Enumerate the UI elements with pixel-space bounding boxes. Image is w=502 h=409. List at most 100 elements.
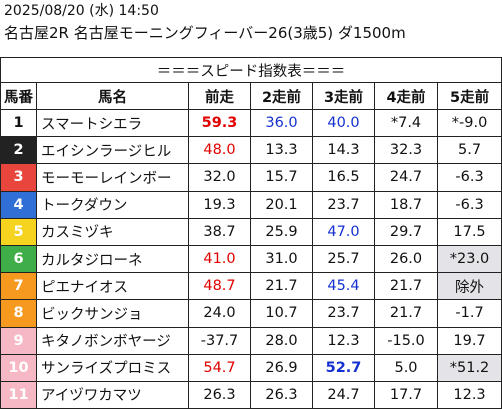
speed-index-cell: 5.7 xyxy=(436,136,502,165)
horse-number: 10 xyxy=(0,353,37,382)
speed-index-cell: 54.7 xyxy=(188,353,251,382)
table-row: 10 サンライズプロミス 54.7 26.9 52.7 5.0 *51.2 xyxy=(0,353,502,382)
speed-index-cell: 10.7 xyxy=(250,299,313,328)
table-row: 7 ピエナイオス 48.7 21.7 45.4 21.7 除外 xyxy=(0,272,502,301)
speed-index-cell: 5.0 xyxy=(374,353,438,382)
speed-index-cell: 18.7 xyxy=(374,190,438,219)
speed-index-cell: 48.0 xyxy=(188,136,251,165)
column-header: 馬名 xyxy=(36,82,189,110)
table-row: 11 アイヅワカマツ 26.3 26.3 24.7 17.7 12.3 xyxy=(0,380,502,409)
horse-name: キタノボンボヤージ xyxy=(36,326,189,355)
speed-index-cell: *-9.0 xyxy=(436,108,502,138)
speed-index-cell: 19.3 xyxy=(188,190,251,219)
speed-index-cell: 32.0 xyxy=(188,163,251,192)
speed-index-cell: 41.0 xyxy=(188,244,251,274)
speed-index-cell: 47.0 xyxy=(312,217,375,246)
horse-name: サンライズプロミス xyxy=(36,353,189,382)
horse-number: 9 xyxy=(0,326,37,355)
speed-index-cell: -37.7 xyxy=(188,326,251,355)
speed-index-cell: 16.5 xyxy=(312,163,375,192)
horse-number: 7 xyxy=(0,272,37,301)
horse-name: カスミヅキ xyxy=(36,217,189,246)
speed-index-cell: 除外 xyxy=(436,272,502,301)
speed-index-cell: 20.1 xyxy=(250,190,313,219)
speed-index-cell: 59.3 xyxy=(188,108,251,138)
horse-number: 6 xyxy=(0,244,37,274)
speed-index-cell: 31.0 xyxy=(250,244,313,274)
speed-index-cell: -6.3 xyxy=(436,163,502,192)
speed-index-cell: 26.3 xyxy=(188,380,251,409)
table-row: 5 カスミヅキ 38.7 25.9 47.0 29.7 17.5 xyxy=(0,217,502,246)
speed-index-cell: 38.7 xyxy=(188,217,251,246)
speed-index-cell: 32.3 xyxy=(374,136,438,165)
table-row: 8 ビックサンジョ 24.0 10.7 23.7 21.7 -1.7 xyxy=(0,299,502,328)
horse-number: 2 xyxy=(0,136,37,165)
speed-index-cell: 40.0 xyxy=(312,108,375,138)
speed-index-cell: 26.9 xyxy=(250,353,313,382)
speed-index-cell: 29.7 xyxy=(374,217,438,246)
horse-name: スマートシエラ xyxy=(36,108,189,138)
horse-number: 3 xyxy=(0,163,37,192)
horse-number: 11 xyxy=(0,380,37,409)
speed-index-cell: 14.3 xyxy=(312,136,375,165)
column-header: 3走前 xyxy=(312,82,375,110)
speed-index-table: ＝＝＝スピード指数表＝＝＝ 馬番 馬名 前走 2走前 3走前 4走前 5走前 1… xyxy=(0,57,502,409)
table-row: 6 カルタジローネ 41.0 31.0 25.7 26.0 *23.0 xyxy=(0,244,502,274)
table-row: 9 キタノボンボヤージ -37.7 28.0 12.3 -15.0 19.7 xyxy=(0,326,502,355)
column-header: 2走前 xyxy=(250,82,313,110)
speed-index-cell: 19.7 xyxy=(436,326,502,355)
speed-index-cell: *23.0 xyxy=(436,244,502,274)
speed-index-cell: 24.7 xyxy=(374,163,438,192)
table-row: 1 スマートシエラ 59.3 36.0 40.0 *7.4 *-9.0 xyxy=(0,108,502,138)
speed-index-cell: 45.4 xyxy=(312,272,375,301)
speed-index-cell: 15.7 xyxy=(250,163,313,192)
table-row: 4 トークダウン 19.3 20.1 23.7 18.7 -6.3 xyxy=(0,190,502,219)
speed-index-cell: 17.7 xyxy=(374,380,438,409)
horse-number: 4 xyxy=(0,190,37,219)
speed-index-cell: 36.0 xyxy=(250,108,313,138)
speed-index-cell: 26.3 xyxy=(250,380,313,409)
column-header: 5走前 xyxy=(436,82,502,110)
speed-index-cell: 21.7 xyxy=(374,272,438,301)
horse-name: ピエナイオス xyxy=(36,272,189,301)
speed-index-cell: 12.3 xyxy=(436,380,502,409)
race-title: 名古屋2R 名古屋モーニングフィーバー26(3歳5) ダ1500m xyxy=(4,24,406,42)
horse-number: 5 xyxy=(0,217,37,246)
horse-name: トークダウン xyxy=(36,190,189,219)
date-time: 2025/08/20 (水) 14:50 xyxy=(4,3,159,19)
column-header: 馬番 xyxy=(0,82,37,110)
speed-index-cell: -6.3 xyxy=(436,190,502,219)
speed-index-cell: -1.7 xyxy=(436,299,502,328)
speed-index-cell: 48.7 xyxy=(188,272,251,301)
header-row: 馬番 馬名 前走 2走前 3走前 4走前 5走前 xyxy=(0,82,502,110)
column-header: 4走前 xyxy=(374,82,438,110)
horse-number: 1 xyxy=(0,108,37,138)
horse-name: ビックサンジョ xyxy=(36,299,189,328)
table-row: 2 エイシンラージヒル 48.0 13.3 14.3 32.3 5.7 xyxy=(0,136,502,165)
horse-name: エイシンラージヒル xyxy=(36,136,189,165)
table-title: ＝＝＝スピード指数表＝＝＝ xyxy=(0,57,502,83)
speed-index-cell: 17.5 xyxy=(436,217,502,246)
horse-name: カルタジローネ xyxy=(36,244,189,274)
speed-index-cell: 28.0 xyxy=(250,326,313,355)
horse-name: モーモーレインボー xyxy=(36,163,189,192)
horse-name: アイヅワカマツ xyxy=(36,380,189,409)
speed-index-cell: 21.7 xyxy=(250,272,313,301)
speed-index-cell: 23.7 xyxy=(312,190,375,219)
horse-number: 8 xyxy=(0,299,37,328)
speed-index-cell: 23.7 xyxy=(312,299,375,328)
table-row: 3 モーモーレインボー 32.0 15.7 16.5 24.7 -6.3 xyxy=(0,163,502,192)
speed-index-cell: 24.7 xyxy=(312,380,375,409)
speed-index-cell: 13.3 xyxy=(250,136,313,165)
speed-index-cell: 25.9 xyxy=(250,217,313,246)
speed-index-cell: 24.0 xyxy=(188,299,251,328)
speed-index-cell: 21.7 xyxy=(374,299,438,328)
speed-index-cell: 52.7 xyxy=(312,353,375,382)
column-header: 前走 xyxy=(188,82,251,110)
speed-index-cell: -15.0 xyxy=(374,326,438,355)
speed-index-cell: 12.3 xyxy=(312,326,375,355)
speed-index-cell: *51.2 xyxy=(436,353,502,382)
speed-index-cell: *7.4 xyxy=(374,108,438,138)
speed-index-cell: 26.0 xyxy=(374,244,438,274)
speed-index-cell: 25.7 xyxy=(312,244,375,274)
